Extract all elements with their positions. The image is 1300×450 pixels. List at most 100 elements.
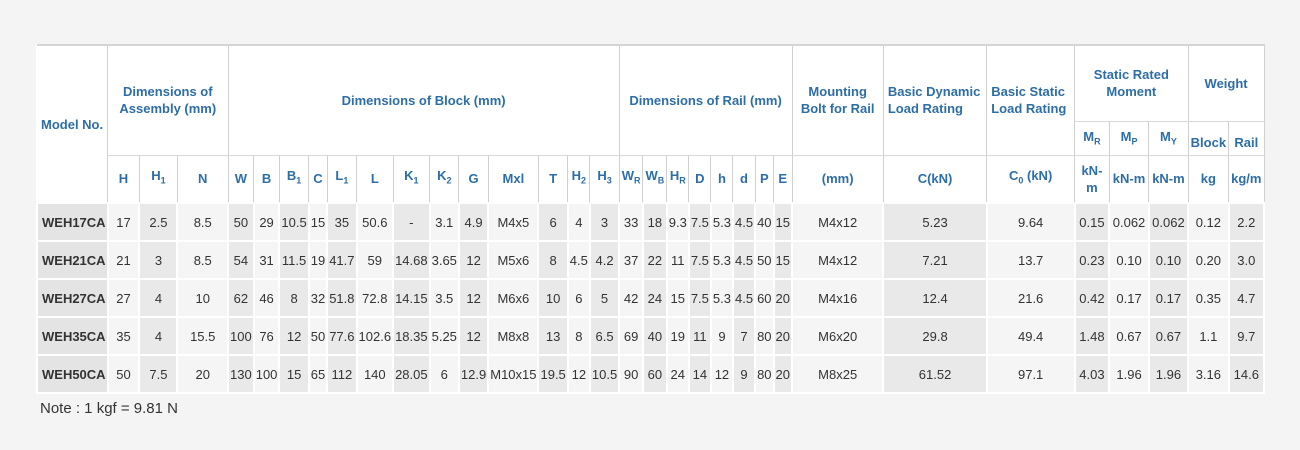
value-cell: 4.5 xyxy=(566,240,591,280)
table-wrap: Model No. Dimensions of Assembly (mm) Dime… xyxy=(36,44,1266,417)
value-cell: 11.5 xyxy=(278,240,310,280)
body-row: WEH17CA 17 2.5 8.5 50 29 10.5 15 35 50.6-3.1 4.9 M4… xyxy=(36,202,1266,242)
value-cell: - xyxy=(392,202,431,242)
value-cell: 14 xyxy=(687,354,712,394)
header-cell: C0 (kN) xyxy=(986,155,1076,204)
value-cell: 13.7 xyxy=(985,240,1076,280)
label-sub: 2 xyxy=(446,176,452,187)
label-main: H xyxy=(669,168,680,184)
value-cell: 12 xyxy=(566,354,591,394)
header-cell: B1 xyxy=(279,155,310,204)
value-cell: 10 xyxy=(537,278,569,318)
value-cell: 10.5 xyxy=(588,354,621,394)
label-sub: 1 xyxy=(343,176,349,187)
value-cell: 10.5 xyxy=(278,202,310,242)
value-cell: 11 xyxy=(687,316,712,356)
value-cell: 140 xyxy=(355,354,395,394)
body-row: WEH35CA 35 4 15.5 100 76 12 50 77.6 102.6 18.35 5.2… xyxy=(36,316,1266,356)
header-cell: D xyxy=(688,155,712,204)
header-cell: Weight xyxy=(1188,45,1265,122)
value-cell: 61.52 xyxy=(882,354,988,394)
value-cell: 9.7 xyxy=(1227,316,1266,356)
header-row: Model No. Dimensions of Assembly (mm) Dime… xyxy=(37,45,1265,204)
value-cell: 4.2 xyxy=(588,240,621,280)
value-cell: 15 xyxy=(665,278,690,318)
value-cell: 10 xyxy=(176,278,230,318)
value-cell: 12.9 xyxy=(457,354,490,394)
value-cell: 76 xyxy=(252,316,281,356)
value-cell: 12 xyxy=(278,316,310,356)
value-cell: 19 xyxy=(665,316,690,356)
value-cell: 1.96 xyxy=(1147,354,1190,394)
value-cell: 51.8 xyxy=(326,278,358,318)
spec-table: Model No. Dimensions of Assembly (mm) Dime… xyxy=(36,44,1266,394)
model-cell: WEH35CA xyxy=(36,316,109,356)
label-sub: R xyxy=(633,176,641,187)
value-cell: 60 xyxy=(641,354,668,394)
value-cell: 112 xyxy=(326,354,358,394)
value-cell: 17 xyxy=(106,202,141,242)
value-cell: 12.4 xyxy=(882,278,988,318)
value-cell: 69 xyxy=(618,316,644,356)
header-cell: G xyxy=(458,155,489,204)
value-cell: 0.35 xyxy=(1187,278,1230,318)
body-row: WEH27CA 27 4 10 62 46 8 32 51.8 72.8 14.15 3.5 12 M6x… xyxy=(36,278,1266,318)
value-cell: 32 xyxy=(307,278,329,318)
value-cell: 80 xyxy=(754,316,775,356)
value-cell: 3.1 xyxy=(428,202,460,242)
value-cell: 7 xyxy=(731,316,757,356)
header-cell: kg/m xyxy=(1228,155,1265,204)
value-cell: 29.8 xyxy=(882,316,988,356)
value-cell: 50 xyxy=(106,354,141,394)
value-cell: 7.21 xyxy=(882,240,988,280)
model-cell: WEH27CA xyxy=(36,278,109,318)
header-cell: H xyxy=(107,155,140,204)
header-cell: L1 xyxy=(327,155,358,204)
value-cell: 50 xyxy=(307,316,329,356)
value-cell: 28.05 xyxy=(392,354,431,394)
label-suffix: (kN) xyxy=(1023,168,1053,184)
value-cell: 4.5 xyxy=(731,278,757,318)
value-cell: 24 xyxy=(641,278,668,318)
label-sub: 1 xyxy=(413,176,419,187)
value-cell: 4.9 xyxy=(457,202,490,242)
value-cell: 8.5 xyxy=(176,240,230,280)
value-cell: 18 xyxy=(641,202,668,242)
label-main: C xyxy=(1008,168,1019,184)
value-cell: 50 xyxy=(754,240,775,280)
value-cell: 21 xyxy=(106,240,141,280)
label-main: M xyxy=(1160,128,1171,144)
value-cell: 54 xyxy=(227,240,255,280)
value-cell: 33 xyxy=(618,202,644,242)
header-cell: d xyxy=(732,155,756,204)
header-cell: h xyxy=(710,155,734,204)
value-cell: 7.5 xyxy=(138,354,179,394)
header-cell: kN-m xyxy=(1109,155,1150,204)
header-cell: Mounting Bolt for Rail xyxy=(792,45,884,156)
value-cell: 0.23 xyxy=(1073,240,1111,280)
value-cell: 4.7 xyxy=(1227,278,1266,318)
value-cell: 3.0 xyxy=(1227,240,1266,280)
header-cell: MP xyxy=(1109,121,1150,156)
header-cell: (mm) xyxy=(792,155,884,204)
value-cell: 6 xyxy=(566,278,591,318)
value-cell: 9.64 xyxy=(985,202,1076,242)
value-cell: 5 xyxy=(588,278,621,318)
header-cell: HR xyxy=(666,155,690,204)
label-sub: R xyxy=(679,176,686,187)
value-cell: M8x8 xyxy=(487,316,540,356)
value-cell: 102.6 xyxy=(355,316,395,356)
model-cell: WEH21CA xyxy=(36,240,109,280)
value-cell: 46 xyxy=(252,278,281,318)
label-sub: 2 xyxy=(581,176,587,187)
value-cell: 8 xyxy=(537,240,569,280)
value-cell: 100 xyxy=(252,354,281,394)
header-cell: L xyxy=(356,155,394,204)
value-cell: 0.67 xyxy=(1108,316,1150,356)
value-cell: 40 xyxy=(754,202,775,242)
label-main: H xyxy=(571,168,582,184)
table-body: WEH17CA 17 2.5 8.5 50 29 10.5 15 35 50.6-3.1 4.9 M4… xyxy=(36,202,1266,394)
header-cell: kN-m xyxy=(1148,155,1189,204)
value-cell: 5.3 xyxy=(709,240,734,280)
value-cell: 20 xyxy=(772,278,794,318)
